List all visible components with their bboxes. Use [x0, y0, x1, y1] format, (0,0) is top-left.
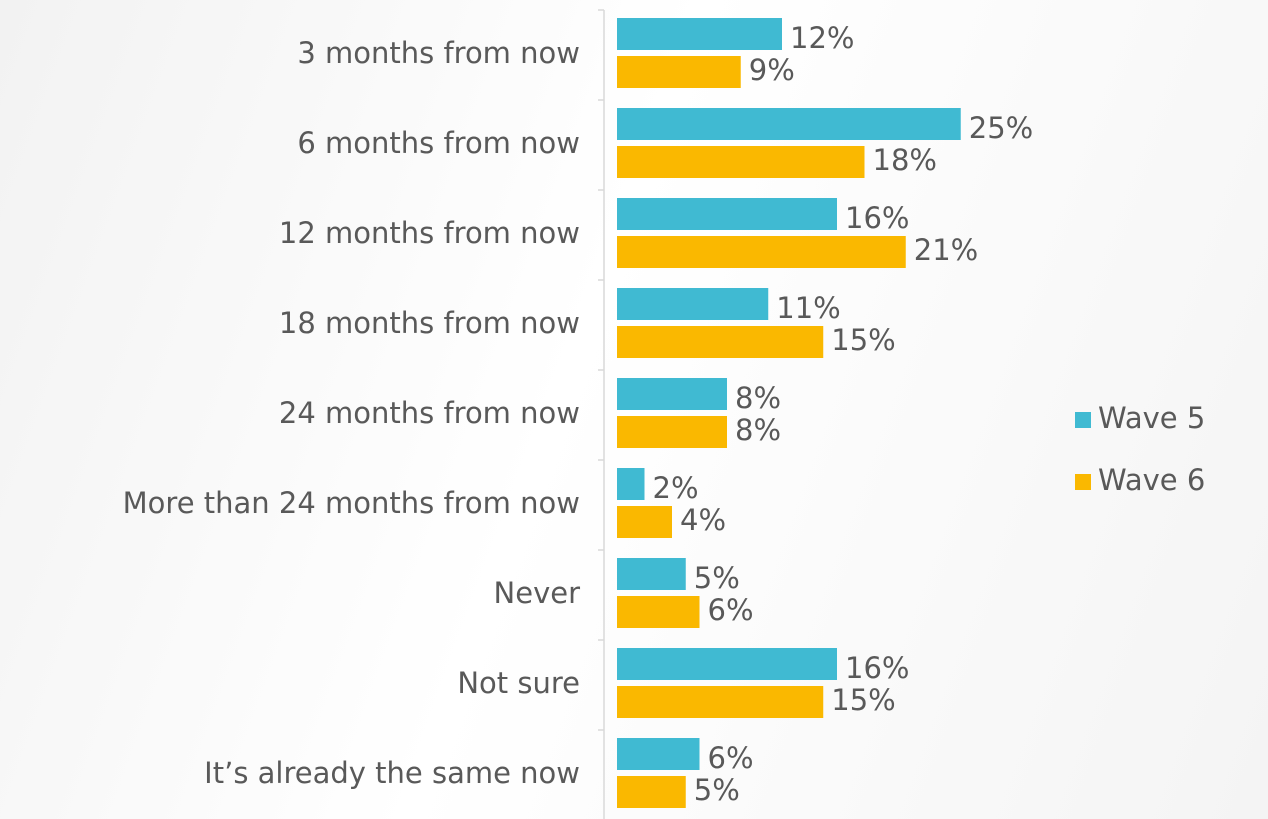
bar [617, 596, 700, 628]
bar [617, 468, 645, 500]
data-label: 5% [694, 773, 740, 807]
category-label: 24 months from now [279, 396, 580, 430]
data-label: 8% [735, 381, 781, 415]
data-label: 8% [735, 413, 781, 447]
category-label: Not sure [457, 666, 580, 700]
category-label: More than 24 months from now [123, 486, 580, 520]
legend-label: Wave 6 [1098, 463, 1205, 497]
legend-swatch [1075, 412, 1091, 428]
legend-swatch [1075, 474, 1091, 490]
data-label: 2% [653, 471, 699, 505]
category-label: It’s already the same now [204, 756, 580, 790]
bar [617, 558, 686, 590]
category-label: Never [494, 576, 581, 610]
data-label: 5% [694, 561, 740, 595]
data-label: 4% [680, 503, 726, 537]
category-label: 18 months from now [279, 306, 580, 340]
bar [617, 146, 865, 178]
bar [617, 326, 824, 358]
bar [617, 378, 727, 410]
bar [617, 236, 906, 268]
category-label: 6 months from now [297, 126, 580, 160]
bar [617, 686, 824, 718]
data-label: 9% [749, 53, 795, 87]
bar [617, 56, 741, 88]
bar [617, 288, 769, 320]
data-label: 12% [790, 21, 854, 55]
bar [617, 738, 700, 770]
bar [617, 18, 782, 50]
data-label: 18% [873, 143, 937, 177]
category-label: 3 months from now [297, 36, 580, 70]
data-label: 25% [969, 111, 1033, 145]
bar [617, 108, 961, 140]
bar [617, 648, 837, 680]
bar [617, 416, 727, 448]
bar [617, 776, 686, 808]
category-label: 12 months from now [279, 216, 580, 250]
data-label: 16% [845, 651, 909, 685]
legend-label: Wave 5 [1098, 401, 1205, 435]
bar [617, 198, 837, 230]
data-label: 21% [914, 233, 978, 267]
data-label: 16% [845, 201, 909, 235]
data-label: 6% [708, 741, 754, 775]
data-label: 15% [831, 683, 895, 717]
data-label: 15% [831, 323, 895, 357]
bar [617, 506, 672, 538]
data-label: 11% [776, 291, 840, 325]
data-label: 6% [708, 593, 754, 627]
